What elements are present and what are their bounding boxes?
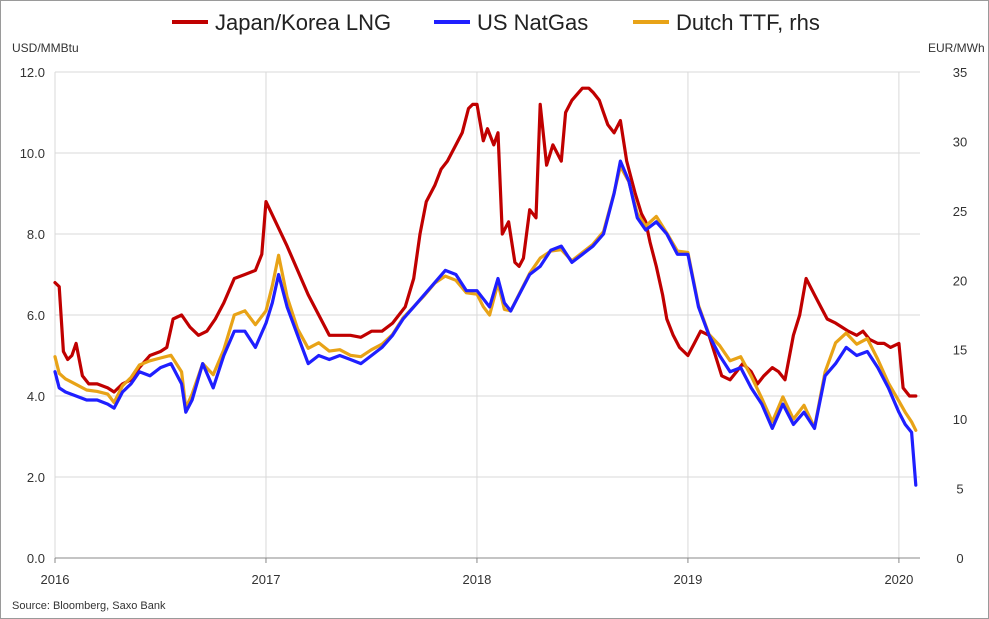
y-right-tick-label: 20	[953, 273, 967, 288]
y-left-tick-label: 8.0	[27, 227, 45, 242]
left-axis-title: USD/MMBtu	[12, 41, 79, 55]
y-right-tick-label: 15	[953, 343, 967, 358]
legend-label-dutch-ttf: Dutch TTF, rhs	[676, 10, 820, 35]
y-right-tick-label: 5	[956, 482, 963, 497]
y-right-tick-label: 0	[956, 551, 963, 566]
axes	[54, 557, 920, 563]
legend-label-us-natgas: US NatGas	[477, 10, 588, 35]
y-left-tick-label: 12.0	[20, 65, 45, 80]
x-tick-label: 2020	[884, 572, 913, 587]
grid	[54, 71, 920, 558]
x-tick-label: 2016	[41, 572, 70, 587]
tick-labels: 0.0 2.0 4.0 6.0 8.0 10.0 12.0 0 5 10 15 20 25 30 35 201…	[20, 65, 968, 587]
y-right-tick-label: 10	[953, 412, 967, 427]
y-right-tick-label: 30	[953, 134, 967, 149]
y-left-tick-label: 10.0	[20, 146, 45, 161]
series-line-japan-korea-lng	[53, 86, 918, 398]
legend-label-japan-korea-lng: Japan/Korea LNG	[215, 10, 391, 35]
y-left-tick-label: 4.0	[27, 389, 45, 404]
y-left-tick-label: 0.0	[27, 551, 45, 566]
y-left-tick-label: 6.0	[27, 308, 45, 323]
x-tick-label: 2019	[673, 572, 702, 587]
x-tick-label: 2017	[252, 572, 281, 587]
y-right-tick-label: 25	[953, 204, 967, 219]
y-left-tick-label: 2.0	[27, 470, 45, 485]
legend: Japan/Korea LNG US NatGas Dutch TTF, rhs	[172, 10, 820, 35]
series-line-us-natgas	[53, 159, 918, 487]
x-tick-label: 2018	[462, 572, 491, 587]
series	[53, 86, 918, 487]
right-axis-title: EUR/MWh	[928, 41, 985, 55]
source-note: Source: Bloomberg, Saxo Bank	[12, 600, 166, 612]
y-right-tick-label: 35	[953, 65, 967, 80]
